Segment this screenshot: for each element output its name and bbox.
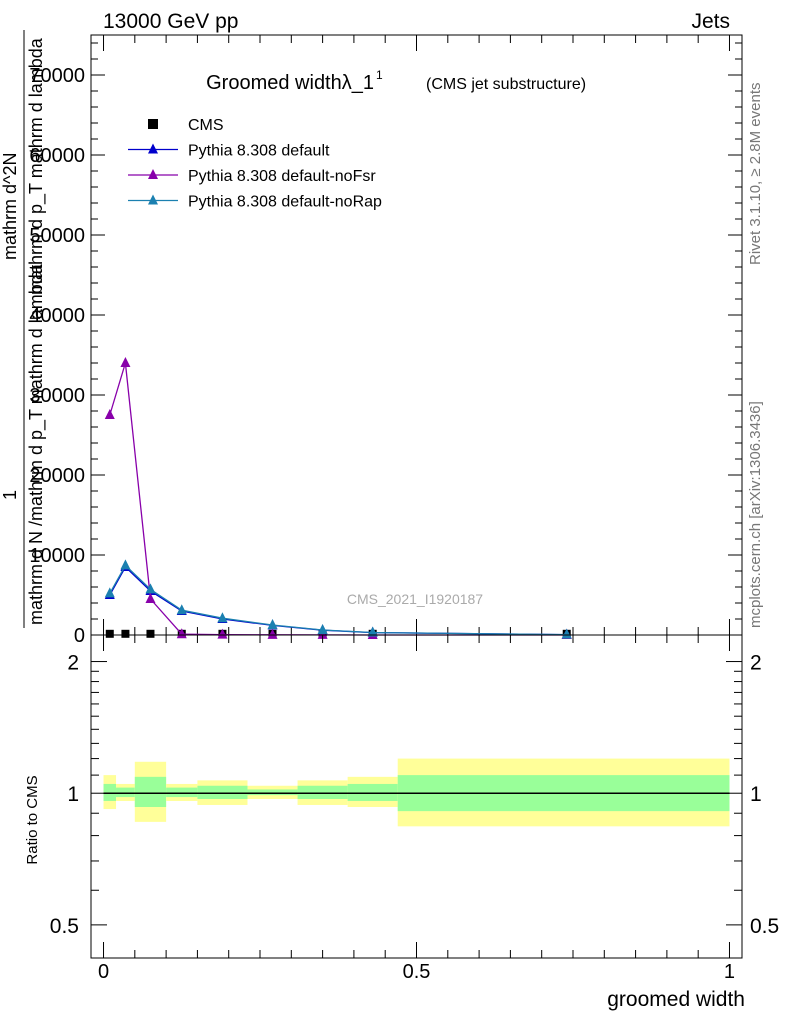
main-ytick-label: 60000 bbox=[29, 145, 85, 167]
chart-title-sup: 1 bbox=[376, 68, 383, 82]
ratio-xtick-label: 0.5 bbox=[403, 961, 431, 983]
ratio-inner-band bbox=[197, 785, 248, 800]
cms-data-point bbox=[105, 629, 114, 638]
ratio-xtick-label: 0 bbox=[98, 961, 109, 983]
ratio-y-ticks: 0.5 0.5 1 1 2 2 bbox=[50, 652, 779, 938]
series-point-3 bbox=[120, 559, 131, 570]
main-ytick-label: 70000 bbox=[29, 65, 85, 87]
main-ytick-label: 10000 bbox=[29, 545, 85, 567]
ratio-y-axis-label: Ratio to CMS bbox=[24, 775, 41, 864]
legend-marker bbox=[148, 119, 158, 129]
cms-data-point bbox=[146, 629, 155, 638]
series-line-3 bbox=[109, 564, 567, 636]
series-line-1 bbox=[109, 565, 567, 636]
cms-data-point bbox=[121, 629, 130, 638]
series-point-3 bbox=[561, 628, 572, 639]
chart-title: Groomed widthλ_1 bbox=[206, 72, 374, 94]
y-axis-label: mathrm d N /mathrm d p_T mathrm d lambda… bbox=[0, 30, 47, 628]
main-ytick-label: 20000 bbox=[29, 465, 85, 487]
legend: CMS Pythia 8.308 default Pythia 8.308 defa… bbox=[128, 117, 382, 211]
main-ytick-label: 40000 bbox=[29, 305, 85, 327]
y-axis-label-line1: 1 bbox=[0, 490, 20, 500]
main-panel: Groomed widthλ_1 1 (CMS jet substructure… bbox=[0, 30, 743, 647]
legend-marker bbox=[148, 169, 158, 179]
ratio-ytick-label: 1 bbox=[67, 783, 79, 806]
jets-label: Jets bbox=[691, 10, 730, 33]
ratio-ytick-label-right: 2 bbox=[750, 652, 762, 675]
series-point-3 bbox=[104, 587, 115, 598]
main-x-ticks bbox=[103, 35, 730, 635]
ratio-x-ticks: 0 0.5 1 bbox=[98, 635, 735, 983]
series-point-3 bbox=[145, 583, 156, 594]
ratio-ytick-label-right: 0.5 bbox=[750, 915, 779, 938]
ratio-bands bbox=[103, 758, 730, 827]
legend-label: Pythia 8.308 default-noFsr bbox=[188, 168, 376, 185]
series-point-2 bbox=[145, 593, 156, 603]
ratio-inner-band bbox=[166, 787, 198, 798]
ratio-inner-band bbox=[116, 787, 135, 798]
legend-label: CMS bbox=[188, 117, 224, 134]
legend-label: Pythia 8.308 default-noRap bbox=[188, 194, 382, 211]
legend-marker bbox=[148, 143, 158, 154]
y-axis-label-line2: mathrm d N /mathrm d p_T mathrm d lambda bbox=[26, 263, 47, 625]
series-line-2 bbox=[109, 362, 567, 636]
x-axis-label: groomed width bbox=[607, 988, 745, 1011]
series-point-2 bbox=[120, 357, 131, 367]
y-axis-label-line3: mathrm d^2N bbox=[0, 153, 20, 260]
collision-label: 13000 GeV pp bbox=[103, 10, 238, 33]
mcplots-label: mcplots.cern.ch [arXiv:1306.3436] bbox=[747, 401, 764, 628]
analysis-watermark: CMS_2021_I1920187 bbox=[347, 591, 483, 607]
ratio-ytick-label: 0.5 bbox=[50, 915, 79, 938]
series-point-2 bbox=[104, 409, 115, 419]
series-point-3 bbox=[317, 624, 328, 635]
main-series bbox=[104, 357, 572, 639]
series-point-2 bbox=[217, 628, 228, 639]
ratio-xtick-label: 1 bbox=[724, 961, 735, 983]
main-y-ticks: 0 10000 20000 30000 40000 50000 60000 70000 bbox=[29, 42, 742, 647]
ratio-inner-band bbox=[103, 783, 117, 801]
rivet-label: Rivet 3.1.10, ≥ 2.8M events bbox=[747, 83, 764, 266]
series-point-3 bbox=[217, 612, 228, 623]
ratio-inner-band bbox=[134, 776, 167, 807]
legend-label: Pythia 8.308 default bbox=[188, 143, 330, 160]
series-point-2 bbox=[267, 628, 278, 639]
chart-subtitle: (CMS jet substructure) bbox=[426, 76, 586, 93]
series-point-3 bbox=[267, 619, 278, 629]
main-ytick-label: 50000 bbox=[29, 225, 85, 247]
y-axis-label-line4: mathrm d p_T mathrm d lambda bbox=[26, 37, 47, 295]
ratio-inner-band bbox=[247, 789, 298, 796]
legend-marker bbox=[148, 194, 158, 205]
main-ytick-label: 30000 bbox=[29, 385, 85, 407]
series-point-3 bbox=[367, 626, 378, 637]
ratio-inner-band bbox=[347, 783, 398, 801]
ratio-ytick-label: 2 bbox=[67, 652, 79, 675]
series-point-2 bbox=[176, 628, 187, 639]
ratio-inner-band bbox=[297, 785, 348, 800]
ratio-ytick-label-right: 1 bbox=[750, 783, 762, 806]
main-ytick-label: 0 bbox=[74, 625, 85, 647]
series-point-3 bbox=[176, 604, 187, 615]
